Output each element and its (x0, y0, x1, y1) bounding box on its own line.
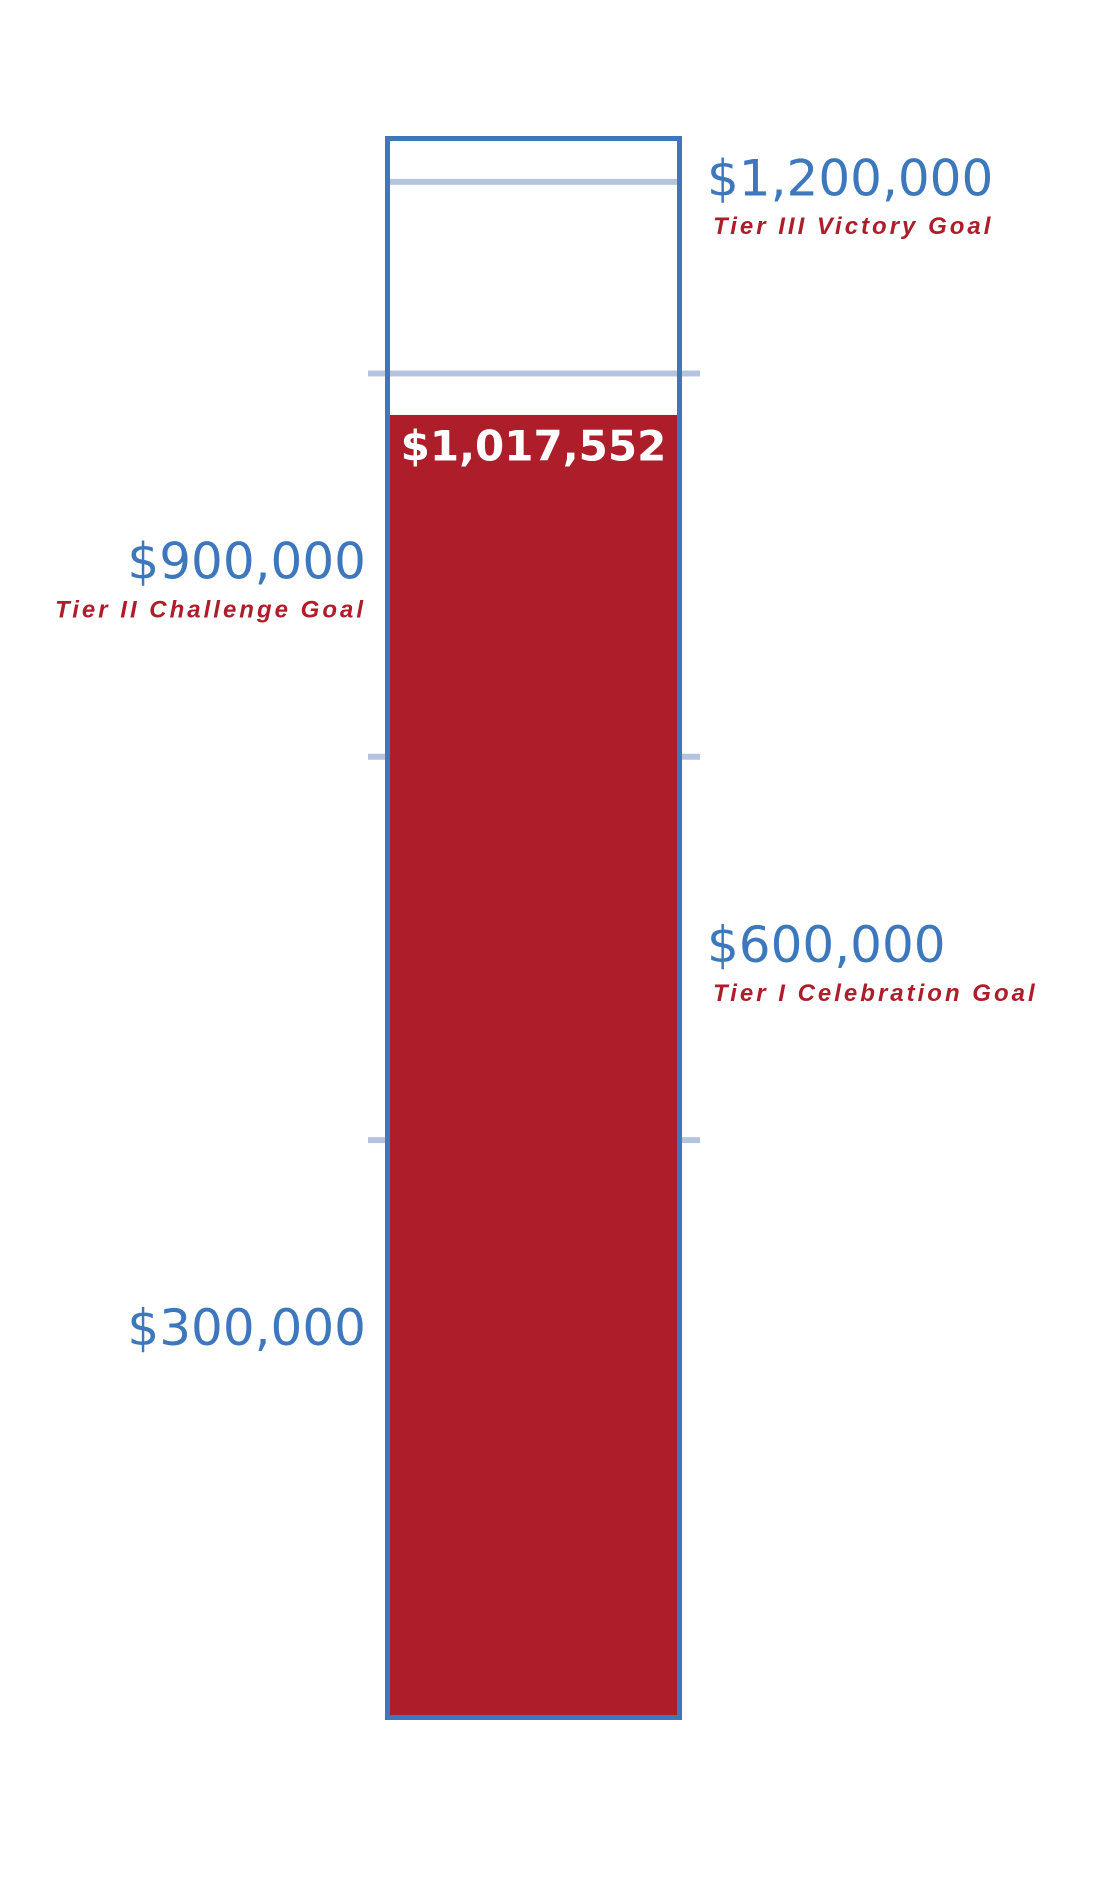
y-tick-label: $1,200,000 (707, 149, 993, 207)
thermometer-fill (390, 414, 677, 1715)
goal-label: Tier I Celebration Goal (713, 980, 1038, 1007)
y-tick-label: $300,000 (127, 1299, 366, 1357)
y-tick-label: $600,000 (707, 916, 946, 974)
goal-label: Tier III Victory Goal (713, 213, 993, 240)
tube-border (385, 136, 682, 1720)
goal-label: Tier II Challenge Goal (55, 597, 366, 624)
value-label: $1,017,552 (401, 421, 667, 470)
y-tick-label: $900,000 (127, 533, 366, 591)
